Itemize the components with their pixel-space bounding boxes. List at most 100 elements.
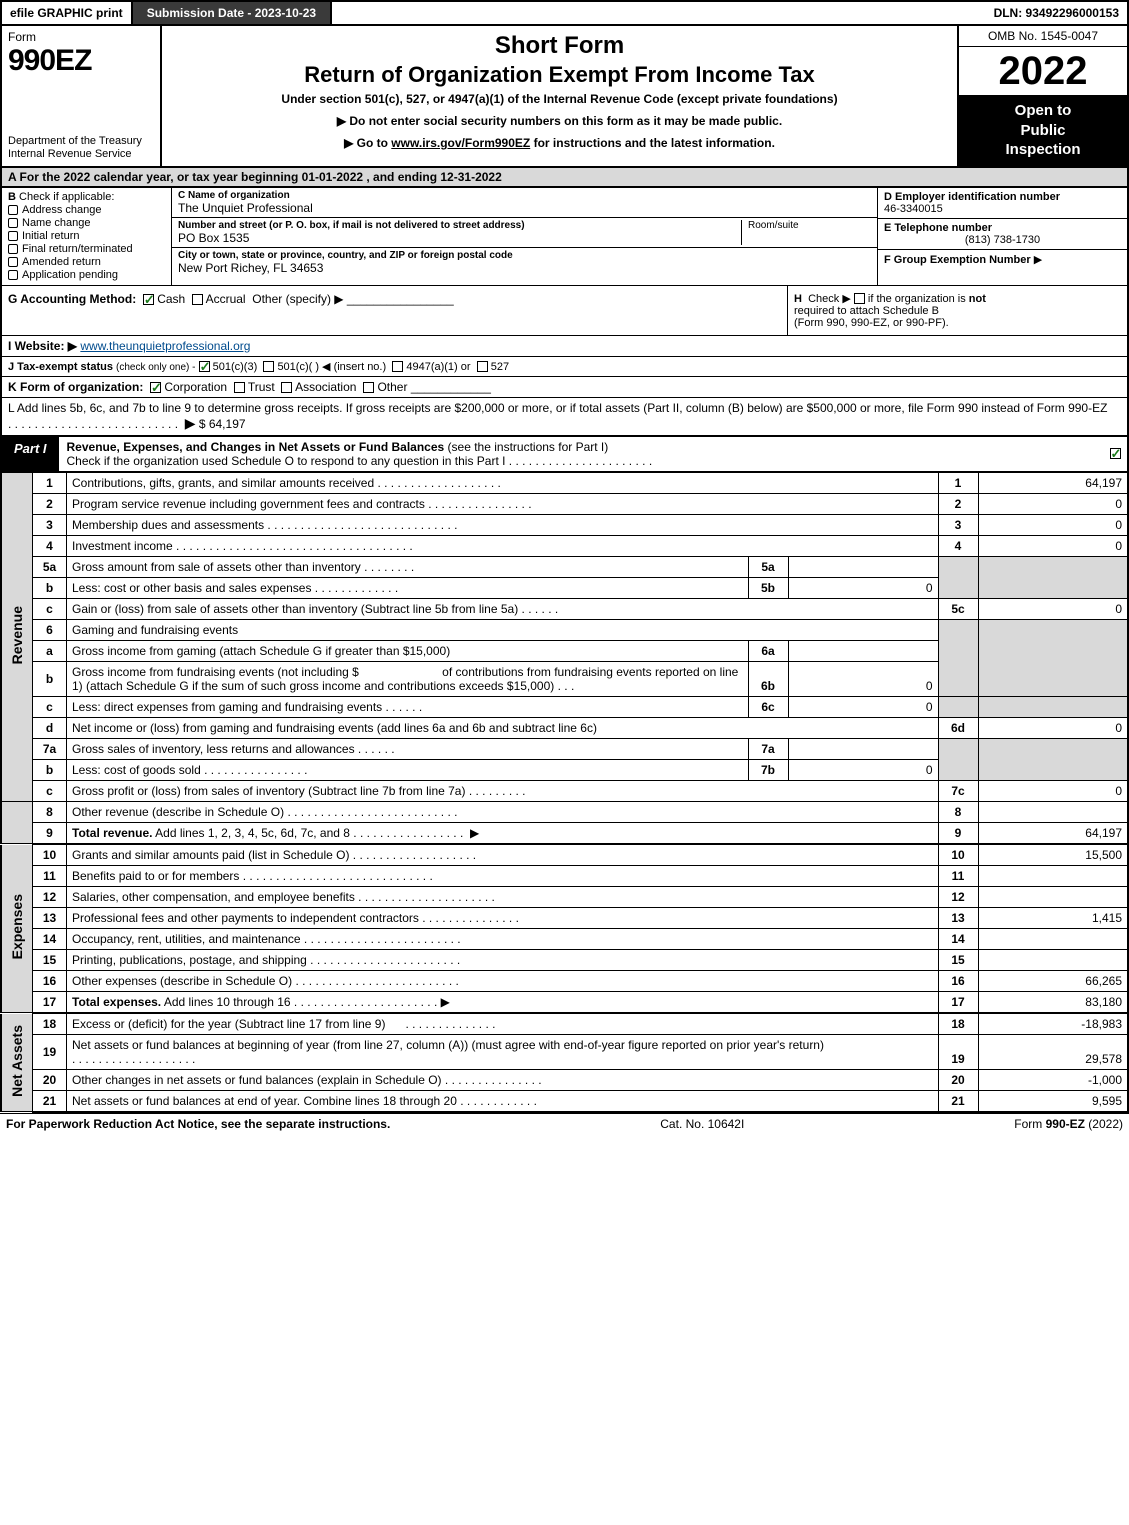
b-opt-address[interactable]: Address change <box>8 204 165 216</box>
ln17: 17 <box>33 991 67 1013</box>
b-opt-amended[interactable]: Amended return <box>8 256 165 268</box>
row-j: J Tax-exempt status (check only one) - 5… <box>0 357 1129 377</box>
g-label: G Accounting Method: <box>8 292 136 306</box>
ld4: Investment income . . . . . . . . . . . … <box>67 535 939 556</box>
under-section: Under section 501(c), 527, or 4947(a)(1)… <box>172 92 947 106</box>
goto-link[interactable]: www.irs.gov/Form990EZ <box>391 136 530 150</box>
checkbox-cash[interactable] <box>143 294 154 305</box>
revenue-table: Revenue 1 Contributions, gifts, grants, … <box>0 473 1129 845</box>
b-opt3: Final return/terminated <box>22 243 133 255</box>
dln: DLN: 93492296000153 <box>986 2 1127 24</box>
part1-check[interactable] <box>1103 437 1127 471</box>
ld7b: Less: cost of goods sold . . . . . . . .… <box>67 759 749 780</box>
f-label: F Group Exemption Number <box>884 254 1031 266</box>
side-rev-cont <box>1 801 33 844</box>
row-l: L Add lines 5b, 6c, and 7b to line 9 to … <box>0 398 1129 436</box>
rn20: 20 <box>938 1069 978 1090</box>
ld11: Benefits paid to or for members . . . . … <box>67 865 939 886</box>
ln20: 20 <box>33 1069 67 1090</box>
short-form-title: Short Form <box>172 32 947 60</box>
sv6b: 0 <box>788 661 938 696</box>
footer-right: Form 990-EZ (2022) <box>1014 1117 1123 1131</box>
checkbox-h[interactable] <box>854 293 865 304</box>
part1-header: Part I Revenue, Expenses, and Changes in… <box>0 436 1129 473</box>
checkbox-corp[interactable] <box>150 382 161 393</box>
checkbox-501c3[interactable] <box>199 361 210 372</box>
side-revenue: Revenue <box>1 473 33 802</box>
f-row: F Group Exemption Number ▶ <box>878 250 1127 285</box>
ln10: 10 <box>33 845 67 866</box>
checkbox-other[interactable] <box>363 382 374 393</box>
ld8: Other revenue (describe in Schedule O) .… <box>67 801 939 822</box>
ln5a: 5a <box>33 556 67 577</box>
section-bcdef: B Check if applicable: Address change Na… <box>0 188 1129 286</box>
b-opt-pending[interactable]: Application pending <box>8 269 165 281</box>
rv5c: 0 <box>978 598 1128 619</box>
checkbox-assoc[interactable] <box>281 382 292 393</box>
dept-line2: Internal Revenue Service <box>8 148 132 160</box>
checkbox-icon <box>8 231 18 241</box>
ein-value: 46-3340015 <box>884 203 1121 215</box>
l-amount: $ 64,197 <box>199 417 246 431</box>
column-b: B Check if applicable: Address change Na… <box>2 188 172 285</box>
ld5a: Gross amount from sale of assets other t… <box>67 556 749 577</box>
b-opt-name[interactable]: Name change <box>8 217 165 229</box>
c-street-label: Number and street (or P. O. box, if mail… <box>178 220 741 231</box>
checkbox-527[interactable] <box>477 361 488 372</box>
ln9: 9 <box>33 822 67 844</box>
rv21: 9,595 <box>978 1090 1128 1112</box>
sv7a <box>788 738 938 759</box>
room-suite-label: Room/suite <box>741 220 871 245</box>
ld7a: Gross sales of inventory, less returns a… <box>67 738 749 759</box>
ln13: 13 <box>33 907 67 928</box>
j-opt4: 527 <box>491 361 509 373</box>
footer-left: For Paperwork Reduction Act Notice, see … <box>6 1117 390 1131</box>
sv7b: 0 <box>788 759 938 780</box>
ln5c: c <box>33 598 67 619</box>
efile-label[interactable]: efile GRAPHIC print <box>2 2 131 24</box>
checkbox-accrual[interactable] <box>192 294 203 305</box>
ln6d: d <box>33 717 67 738</box>
g-cash: Cash <box>157 292 185 306</box>
b-opt4: Amended return <box>22 256 101 268</box>
b-opt1: Name change <box>22 217 91 229</box>
ld7c: Gross profit or (loss) from sales of inv… <box>67 780 939 801</box>
g-other: Other (specify) ▶ <box>252 292 343 306</box>
header-right: OMB No. 1545-0047 2022 Open to Public In… <box>957 26 1127 166</box>
ln6: 6 <box>33 619 67 640</box>
d-row: D Employer identification number 46-3340… <box>878 188 1127 219</box>
b-opt5: Application pending <box>22 269 118 281</box>
rv11 <box>978 865 1128 886</box>
b-opt-final[interactable]: Final return/terminated <box>8 243 165 255</box>
form-header: Form 990EZ Department of the Treasury In… <box>0 26 1129 168</box>
section-a: A For the 2022 calendar year, or tax yea… <box>0 168 1129 188</box>
website-link[interactable]: www.theunquietprofessional.org <box>80 339 250 353</box>
rn16: 16 <box>938 970 978 991</box>
checkbox-4947[interactable] <box>392 361 403 372</box>
checkbox-501c[interactable] <box>263 361 274 372</box>
checkbox-trust[interactable] <box>234 382 245 393</box>
ln6b: b <box>33 661 67 696</box>
open2: Public <box>1020 122 1065 139</box>
rn2: 2 <box>938 493 978 514</box>
rv18: -18,983 <box>978 1014 1128 1035</box>
rn15: 15 <box>938 949 978 970</box>
sv5b: 0 <box>788 577 938 598</box>
submission-date: Submission Date - 2023-10-23 <box>131 2 332 24</box>
rn14: 14 <box>938 928 978 949</box>
sv6a <box>788 640 938 661</box>
ld5c: Gain or (loss) from sale of assets other… <box>67 598 939 619</box>
ln18: 18 <box>33 1014 67 1035</box>
ld18: Excess or (deficit) for the year (Subtra… <box>67 1014 939 1035</box>
ln14: 14 <box>33 928 67 949</box>
ld10: Grants and similar amounts paid (list in… <box>67 845 939 866</box>
column-def: D Employer identification number 46-3340… <box>877 188 1127 285</box>
shade5 <box>938 556 978 598</box>
ld6c: Less: direct expenses from gaming and fu… <box>67 696 749 717</box>
ln8: 8 <box>33 801 67 822</box>
rn1: 1 <box>938 473 978 494</box>
b-opt-initial[interactable]: Initial return <box>8 230 165 242</box>
ln21: 21 <box>33 1090 67 1112</box>
org-street: PO Box 1535 <box>178 231 741 245</box>
return-title: Return of Organization Exempt From Incom… <box>172 62 947 88</box>
